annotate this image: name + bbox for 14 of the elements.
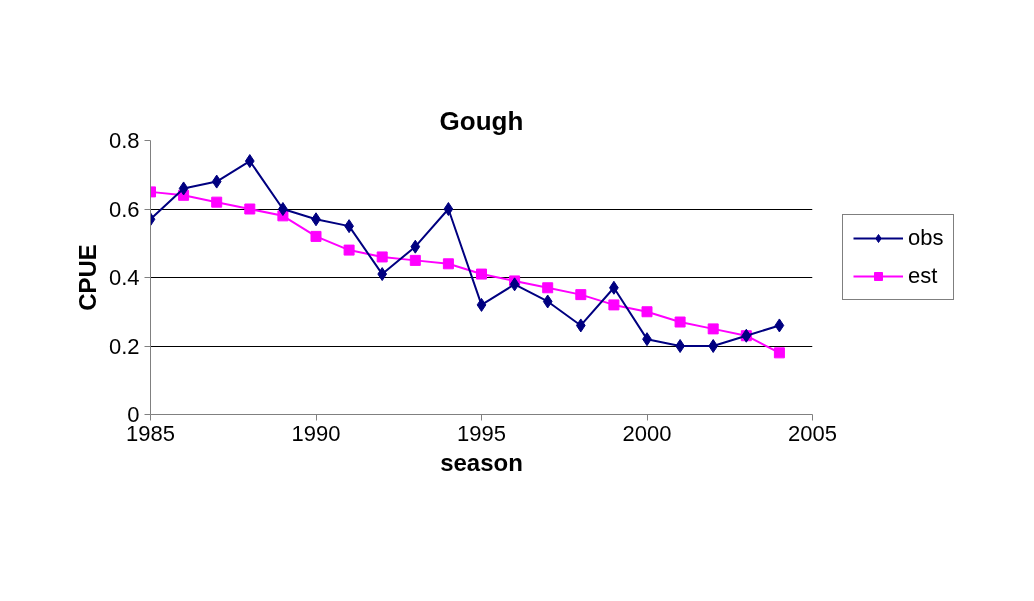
legend-label: est — [908, 263, 938, 289]
y-axis-title: CPUE — [73, 244, 101, 311]
x-tick-label: 1990 — [291, 420, 341, 446]
y-tick-label: 0.8 — [108, 128, 140, 153]
y-tick-label: 0.4 — [108, 265, 140, 290]
y-tick-label: 0.6 — [108, 196, 140, 222]
x-tick-label: 2005 — [788, 420, 837, 446]
legend-label: obs — [908, 225, 944, 251]
y-tick-label: 0 — [127, 402, 140, 427]
chart-title: Gough — [439, 105, 524, 136]
x-tick-label: 2000 — [622, 420, 672, 446]
x-axis-title: season — [440, 448, 523, 476]
x-tick-label: 1995 — [457, 420, 506, 446]
y-tick-label: 0.2 — [108, 333, 140, 359]
